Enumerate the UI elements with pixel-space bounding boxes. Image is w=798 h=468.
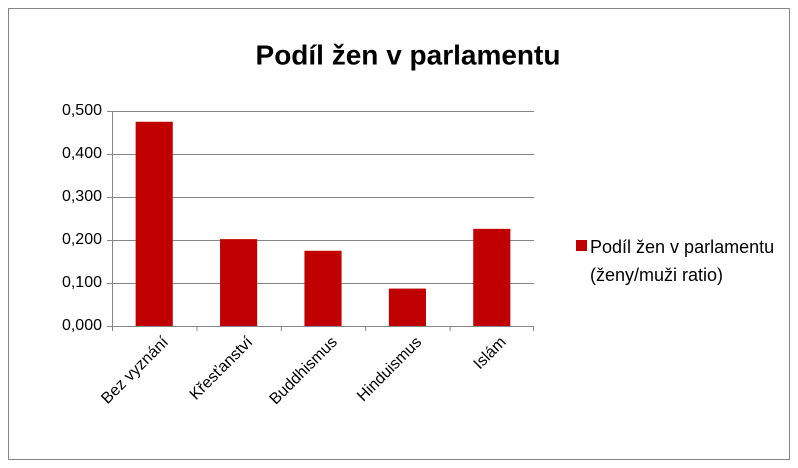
bar: [388, 288, 426, 326]
bar: [304, 250, 342, 326]
bar: [135, 121, 173, 326]
bar: [220, 239, 258, 326]
bar: [473, 228, 511, 326]
y-tick-label: 0,000: [62, 317, 102, 334]
chart-title: Podíl žen v parlamentu: [256, 39, 561, 70]
y-tick-label: 0,500: [62, 102, 102, 119]
legend-swatch: [576, 240, 587, 251]
y-tick-label: 0,300: [62, 188, 102, 205]
y-tick-label: 0,400: [62, 145, 102, 162]
y-tick-label: 0,200: [62, 231, 102, 248]
y-tick-label: 0,100: [62, 274, 102, 291]
legend-label: Podíl žen v parlamentu (ženy/muži ratio): [590, 237, 775, 285]
